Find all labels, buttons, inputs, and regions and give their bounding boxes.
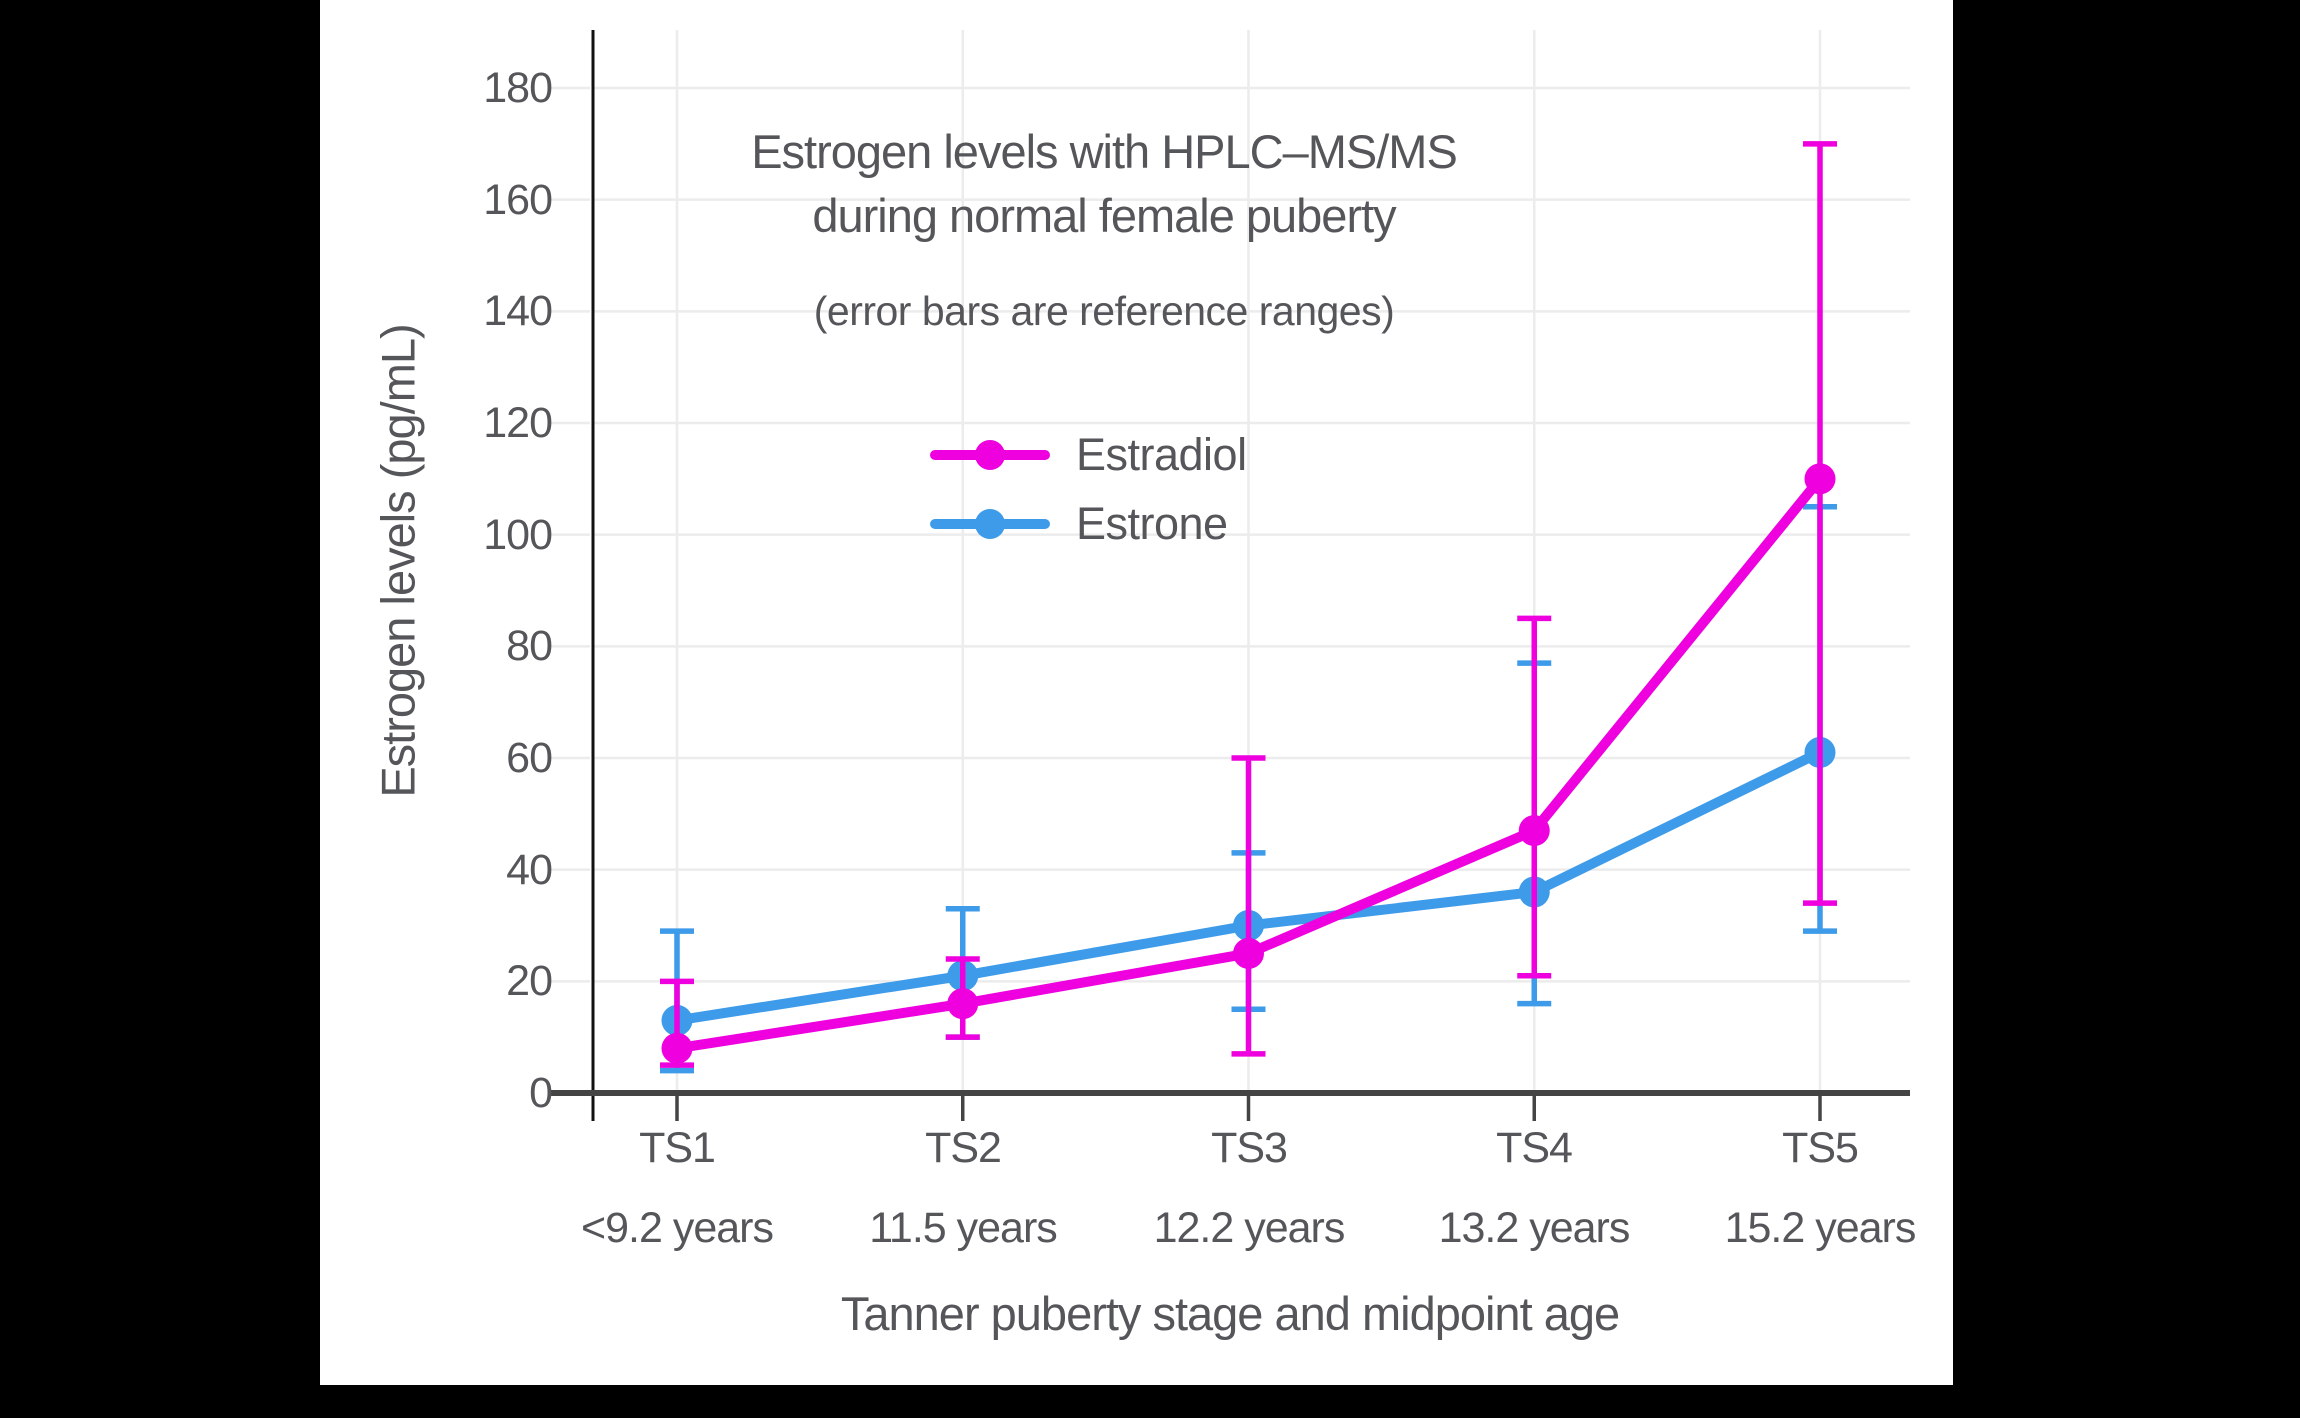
y-tick-label-80: 80 (506, 622, 553, 670)
x-tick-age-label-4: 13.2 years (1438, 1204, 1631, 1252)
chart-title: Estrogen levels with HPLC–MS/MS during n… (751, 120, 1458, 248)
legend-swatch-line-0 (930, 440, 1050, 470)
y-tick-label-100: 100 (483, 511, 553, 559)
legend-swatch-dot-0 (975, 440, 1005, 470)
x-tick-stage-label-TS4: TS4 (1496, 1124, 1573, 1172)
y-tick-label-60: 60 (506, 734, 553, 782)
x-tick-stage-label-TS1: TS1 (639, 1124, 716, 1172)
y-tick-label-140: 140 (483, 287, 553, 335)
y-tick-label-180: 180 (483, 64, 553, 112)
x-tick-stage-label-TS2: TS2 (925, 1124, 1002, 1172)
legend-item-estrone[interactable]: Estrone (930, 491, 1228, 557)
legend-item-estradiol[interactable]: Estradiol (930, 422, 1247, 488)
data-point-Estradiol-TS5[interactable] (1804, 463, 1836, 495)
x-tick-age-label-3: 12.2 years (1153, 1204, 1346, 1252)
x-tick-stage-label-TS5: TS5 (1782, 1124, 1859, 1172)
x-axis-title: Tanner puberty stage and midpoint age (840, 1287, 1620, 1340)
x-tick-age-label-5: 15.2 years (1724, 1204, 1917, 1252)
data-point-Estradiol-TS1[interactable] (661, 1032, 693, 1064)
legend-swatch-line-1 (930, 509, 1050, 539)
data-point-Estradiol-TS3[interactable] (1233, 937, 1264, 969)
y-tick-label-20: 20 (506, 957, 553, 1005)
x-tick-age-label-2: 11.5 years (869, 1204, 1058, 1252)
legend-swatch-dot-1 (975, 509, 1005, 539)
data-point-Estradiol-TS4[interactable] (1518, 815, 1550, 847)
data-point-Estradiol-TS2[interactable] (947, 988, 979, 1020)
chart-subtitle: (error bars are reference ranges) (813, 288, 1395, 334)
y-tick-label-0: 0 (529, 1069, 553, 1117)
y-tick-label-40: 40 (506, 846, 553, 894)
x-tick-age-label-1: <9.2 years (581, 1204, 774, 1252)
legend-label-estrone: Estrone (1076, 498, 1228, 549)
y-tick-label-120: 120 (483, 399, 553, 447)
x-tick-stage-label-TS3: TS3 (1211, 1124, 1288, 1172)
legend-label-estradiol: Estradiol (1076, 429, 1247, 480)
chart-title-line2: during normal female puberty (812, 189, 1396, 242)
y-tick-label-160: 160 (483, 176, 553, 224)
chart-title-line1: Estrogen levels with HPLC–MS/MS (751, 125, 1458, 178)
